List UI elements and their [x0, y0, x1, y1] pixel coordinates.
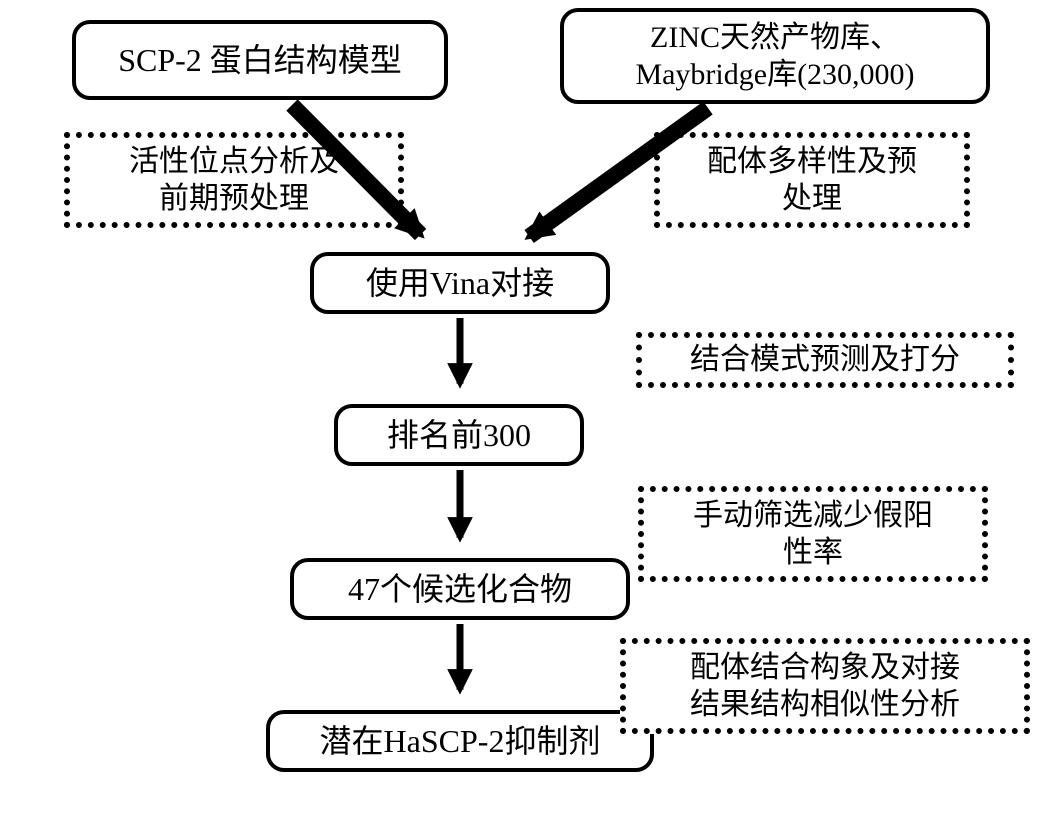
- note-label: 活性位点分析及 前期预处理: [129, 143, 339, 218]
- node-library: ZINC天然产物库、 Maybridge库(230,000): [560, 8, 990, 104]
- note-label: 手动筛选减少假阳 性率: [693, 497, 933, 572]
- node-label: 使用Vina对接: [366, 263, 554, 303]
- node-vina-dock: 使用Vina对接: [310, 252, 610, 314]
- node-label: 潜在HaSCP-2抑制剂: [320, 721, 601, 761]
- note-binding-score: 结合模式预测及打分: [636, 332, 1014, 388]
- node-label: ZINC天然产物库、 Maybridge库(230,000): [635, 19, 914, 94]
- note-manual-filter: 手动筛选减少假阳 性率: [638, 486, 988, 582]
- node-top300: 排名前300: [334, 404, 584, 466]
- note-label: 配体多样性及预 处理: [707, 143, 917, 218]
- note-ligand-diversity: 配体多样性及预 处理: [654, 132, 970, 228]
- node-label: 47个候选化合物: [348, 569, 572, 609]
- note-label: 配体结合构象及对接 结果结构相似性分析: [690, 649, 960, 724]
- node-label: 排名前300: [387, 415, 531, 455]
- note-ligand-conform: 配体结合构象及对接 结果结构相似性分析: [620, 638, 1030, 734]
- node-label: SCP-2 蛋白结构模型: [118, 40, 402, 80]
- note-active-site: 活性位点分析及 前期预处理: [64, 132, 404, 228]
- node-candidates47: 47个候选化合物: [290, 558, 630, 620]
- node-inhibitors: 潜在HaSCP-2抑制剂: [266, 710, 654, 772]
- note-label: 结合模式预测及打分: [690, 341, 960, 379]
- node-protein-model: SCP-2 蛋白结构模型: [72, 20, 448, 100]
